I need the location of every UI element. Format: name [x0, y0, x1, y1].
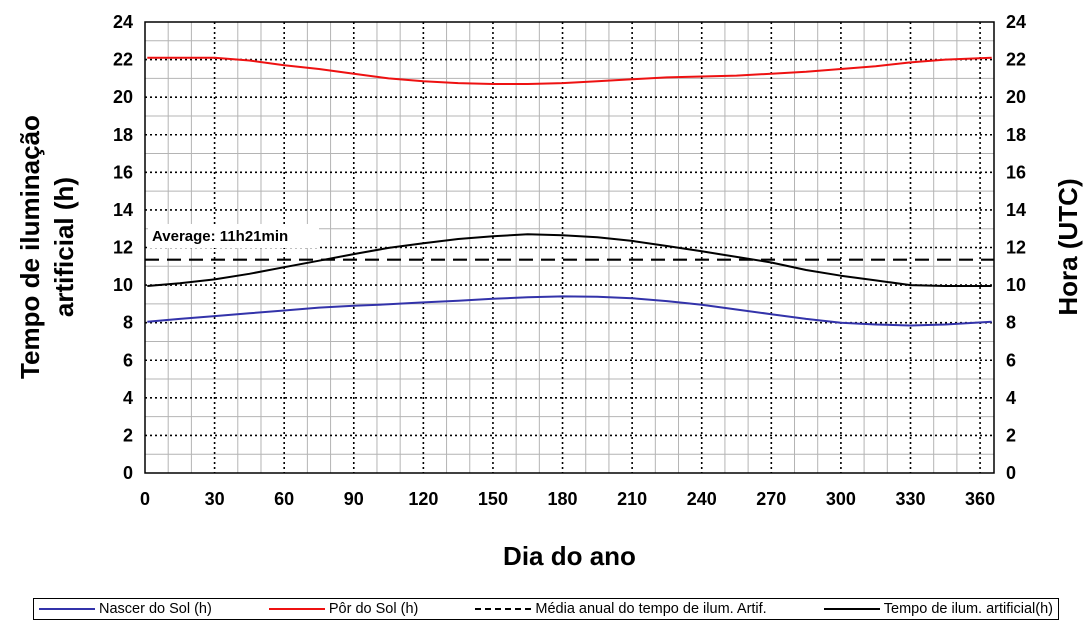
x-tick-label: 150 — [478, 489, 508, 509]
y-right-axis-title: Hora (UTC) — [1053, 178, 1083, 315]
legend-label-nascer: Nascer do Sol (h) — [99, 601, 212, 617]
legend-item-nascer: Nascer do Sol (h) — [39, 601, 212, 617]
y-right-tick-label: 8 — [1006, 313, 1016, 333]
x-tick-label: 210 — [617, 489, 647, 509]
x-tick-labels: 0 30 60 90 120 150 180 210 240 270 300 330 360 — [140, 489, 995, 509]
x-tick-label: 60 — [274, 489, 294, 509]
legend-label-media: Média anual do tempo de ilum. Artif. — [535, 601, 767, 617]
nascer-do-sol-line — [147, 295, 992, 327]
x-axis-title: Dia do ano — [503, 541, 636, 571]
y-left-tick-label: 6 — [123, 350, 133, 370]
average-annotation-background — [148, 224, 319, 248]
y-right-tick-label: 24 — [1006, 12, 1026, 32]
y-right-tick-label: 20 — [1006, 87, 1026, 107]
y-right-tick-label: 18 — [1006, 125, 1026, 145]
y-left-axis-title-line1: Tempo de iluminação — [15, 115, 45, 379]
y-right-tick-label: 0 — [1006, 463, 1016, 483]
y-right-tick-label: 12 — [1006, 238, 1026, 258]
x-tick-label: 300 — [826, 489, 856, 509]
y-left-tick-label: 12 — [113, 238, 133, 258]
x-tick-label: 90 — [344, 489, 364, 509]
legend-swatch-por — [268, 608, 325, 610]
y-left-tick-label: 4 — [123, 388, 133, 408]
y-left-tick-label: 10 — [113, 275, 133, 295]
y-left-tick-label: 18 — [113, 125, 133, 145]
x-tick-label: 120 — [408, 489, 438, 509]
por-do-sol-line — [147, 56, 992, 85]
y-right-tick-label: 22 — [1006, 50, 1026, 70]
y-right-tick-label: 10 — [1006, 275, 1026, 295]
x-tick-label: 0 — [140, 489, 150, 509]
y-right-tick-label: 16 — [1006, 162, 1026, 182]
y-left-tick-label: 0 — [123, 463, 133, 483]
x-tick-label: 270 — [756, 489, 786, 509]
y-right-tick-label: 14 — [1006, 200, 1026, 220]
legend-item-por: Pôr do Sol (h) — [268, 601, 419, 617]
tempo-ilum-artificial-line — [147, 233, 992, 287]
legend-label-tempo: Tempo de ilum. artificial(h) — [883, 601, 1053, 617]
x-tick-label: 330 — [895, 489, 925, 509]
average-annotation-box: Average: 11h21min — [148, 224, 319, 248]
line-chart: Average: 11h21min 0 30 60 90 120 150 180 210 240… — [15, 12, 1083, 571]
y-left-axis-title-line2: artificial (h) — [49, 177, 79, 317]
y-left-tick-label: 22 — [113, 50, 133, 70]
legend-swatch-media — [475, 608, 532, 610]
y-left-tick-label: 14 — [113, 200, 133, 220]
average-annotation: Average: 11h21min — [152, 228, 288, 245]
series-lines — [145, 56, 994, 327]
y-left-tick-label: 8 — [123, 313, 133, 333]
legend-item-tempo: Tempo de ilum. artificial(h) — [823, 601, 1053, 617]
legend-item-media: Média anual do tempo de ilum. Artif. — [475, 601, 767, 617]
legend-swatch-tempo — [823, 608, 880, 610]
legend-label-por: Pôr do Sol (h) — [328, 601, 419, 617]
y-left-tick-label: 16 — [113, 162, 133, 182]
legend: Nascer do Sol (h) Pôr do Sol (h) Média a… — [33, 598, 1059, 620]
plot-area-border — [144, 21, 995, 474]
y-left-tick-label: 20 — [113, 87, 133, 107]
legend-swatch-nascer — [39, 608, 95, 610]
grid — [145, 22, 994, 473]
y-right-tick-label: 2 — [1006, 425, 1016, 445]
x-tick-label: 360 — [965, 489, 995, 509]
y-right-tick-label: 4 — [1006, 388, 1016, 408]
x-tick-label: 180 — [548, 489, 578, 509]
y-right-tick-label: 6 — [1006, 350, 1016, 370]
x-tick-label: 240 — [687, 489, 717, 509]
y-left-tick-label: 2 — [123, 425, 133, 445]
y-left-tick-label: 24 — [113, 12, 133, 32]
x-tick-label: 30 — [205, 489, 225, 509]
